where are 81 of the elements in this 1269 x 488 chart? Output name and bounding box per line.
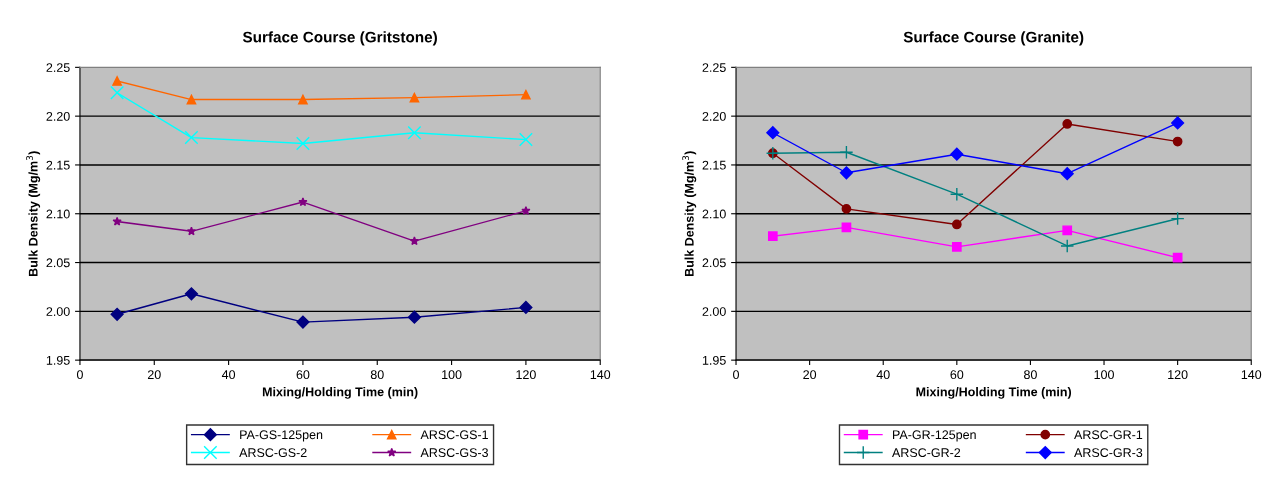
point [112, 216, 122, 226]
point [521, 205, 531, 215]
x-tick-label: 60 [950, 370, 964, 380]
x-tick-label: 120 [516, 370, 536, 380]
x-tick-label: 80 [1024, 370, 1037, 380]
point [949, 187, 964, 202]
legend-label: PA-GR-125pen [893, 430, 976, 442]
point [296, 315, 310, 329]
x-axis-title: Mixing/Holding Time (min) [916, 387, 1072, 399]
x-tick-label: 120 [1168, 370, 1188, 380]
legend-label: ARSC-GS-2 [239, 448, 307, 458]
x-tick-label: 140 [590, 370, 611, 380]
x-tick-label: 0 [733, 370, 740, 380]
legend-label: ARSC-GS-3 [420, 448, 488, 458]
point [1062, 225, 1073, 236]
x-tick-label: 20 [803, 370, 817, 380]
point [110, 307, 124, 321]
x-axis-title: Mixing/Holding Time (min) [262, 387, 418, 399]
point [1060, 167, 1074, 181]
y-tick-label: 1.95 [702, 355, 726, 365]
point [186, 226, 197, 236]
point [409, 92, 420, 103]
x-tick-label: 40 [876, 370, 890, 380]
point [519, 300, 533, 315]
point [295, 136, 310, 151]
point [1172, 136, 1183, 147]
point [112, 76, 122, 86]
point [298, 94, 308, 105]
y-tick-label: 2.25 [46, 63, 70, 72]
y-tick-label: 2.15 [702, 160, 726, 170]
x-tick-label: 100 [1094, 370, 1114, 380]
point [1172, 252, 1183, 263]
y-axis-title: Bulk Density (Mg/m$^{3}$) [682, 151, 697, 277]
y-tick-label: 2.20 [46, 111, 70, 121]
x-tick-label: 140 [1241, 370, 1262, 380]
y-tick-label: 2.00 [702, 307, 726, 316]
x-tick-label: 20 [147, 370, 161, 380]
point [767, 231, 778, 242]
point [839, 166, 854, 180]
point [407, 125, 422, 140]
point [407, 310, 422, 324]
y-tick-label: 1.95 [46, 355, 70, 365]
x-tick-label: 40 [221, 370, 236, 380]
point [298, 197, 308, 207]
y-tick-label: 2.15 [46, 160, 70, 170]
x-tick-label: 0 [76, 370, 83, 380]
point [521, 89, 531, 100]
point [766, 126, 780, 140]
chart-title: Surface Course (Granite) [903, 31, 1084, 46]
point [1171, 116, 1185, 130]
y-tick-label: 2.10 [702, 209, 726, 219]
legend-label: ARSC-GR-1 [1074, 430, 1143, 440]
point [518, 132, 533, 147]
point [184, 130, 199, 145]
point [110, 85, 125, 100]
legend-label: ARSC-GR-3 [1074, 448, 1143, 458]
point [186, 94, 197, 105]
point [1170, 211, 1185, 226]
legend-label: PA-GS-125pen [240, 430, 323, 442]
point [951, 242, 962, 252]
point [841, 204, 852, 214]
y-tick-label: 2.05 [702, 258, 726, 268]
point [839, 145, 854, 160]
legend-label: ARSC-GS-1 [420, 430, 488, 440]
y-tick-label: 2.20 [702, 111, 726, 121]
chart-title: Surface Course (Gritstone) [242, 31, 437, 46]
point [1062, 119, 1073, 129]
y-tick-label: 2.00 [46, 307, 70, 316]
y-tick-label: 2.25 [702, 63, 726, 72]
y-axis-title: Bulk Density (Mg/m$^{3}$) [26, 151, 41, 277]
point [409, 236, 420, 246]
y-tick-label: 2.05 [46, 258, 70, 268]
point [1060, 239, 1075, 253]
point [951, 219, 962, 230]
point [184, 287, 199, 301]
x-tick-label: 60 [296, 370, 310, 380]
y-tick-label: 2.10 [46, 209, 70, 219]
point [950, 147, 964, 161]
x-tick-label: 100 [442, 370, 462, 380]
legend-label: ARSC-GR-2 [892, 448, 961, 458]
x-tick-label: 80 [370, 370, 384, 380]
